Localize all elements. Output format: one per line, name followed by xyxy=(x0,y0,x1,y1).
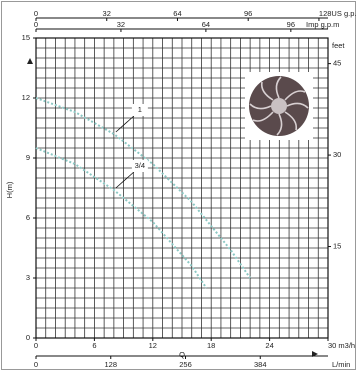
impeller-vanes xyxy=(249,76,309,136)
frame xyxy=(1,1,356,370)
label-box xyxy=(131,104,148,116)
y-tick-label: 0 xyxy=(26,333,30,342)
right-tick-label: 45 xyxy=(333,59,341,68)
y-tick-label: 15 xyxy=(22,33,30,42)
x-tick-label: 6 xyxy=(92,341,96,350)
x-tick-label: 18 xyxy=(207,341,215,350)
impeller-hub xyxy=(271,98,287,114)
x2-tick-label: 256 xyxy=(179,360,192,369)
x2-tick-label: 384 xyxy=(254,360,267,369)
x-tick-label: 0 xyxy=(34,341,38,350)
curve xyxy=(35,97,251,279)
impeller-photo xyxy=(245,72,313,140)
x2-axis-title: L/min xyxy=(332,360,350,369)
y-tick-label: 6 xyxy=(26,213,30,222)
top-tick-label: 32 xyxy=(103,9,111,18)
top-tick-label: 64 xyxy=(173,9,181,18)
plot-border xyxy=(35,37,329,339)
right-tick-label: 15 xyxy=(333,242,341,251)
top-tick-label: 128US g.p.m xyxy=(319,9,357,18)
right-tick-label: 30 xyxy=(333,150,341,159)
x-tick-label: 24 xyxy=(265,341,273,350)
top-tick-label: 32 xyxy=(117,20,125,29)
label-leader xyxy=(115,115,135,133)
y-tick-label: 3 xyxy=(26,273,30,282)
y-axis-title: H(m) xyxy=(5,181,14,198)
y-arrow xyxy=(27,58,33,64)
top-tick-label: 0 xyxy=(34,9,38,18)
x-tick-label: 12 xyxy=(149,341,157,350)
series-label: 3/4 xyxy=(135,161,145,170)
top-tick-label: 96 xyxy=(287,20,295,29)
top-tick-label: 64 xyxy=(202,20,210,29)
top-tick-label: 0 xyxy=(34,20,38,29)
right-axis-title: feet xyxy=(332,41,345,50)
top-tick-label: 96 xyxy=(244,9,252,18)
y-tick-label: 12 xyxy=(22,93,30,102)
y-tick-label: 9 xyxy=(26,153,30,162)
series-label: 1 xyxy=(138,105,142,114)
x-tick-label: 30 m3/h xyxy=(328,341,355,350)
label-box xyxy=(131,160,148,172)
top-axis-title: Imp g.p.m xyxy=(306,20,339,29)
x2-tick-label: 0 xyxy=(34,360,38,369)
x-axis-title: Q xyxy=(179,350,185,359)
x2-tick-label: 128 xyxy=(104,360,117,369)
label-leader xyxy=(115,171,135,189)
